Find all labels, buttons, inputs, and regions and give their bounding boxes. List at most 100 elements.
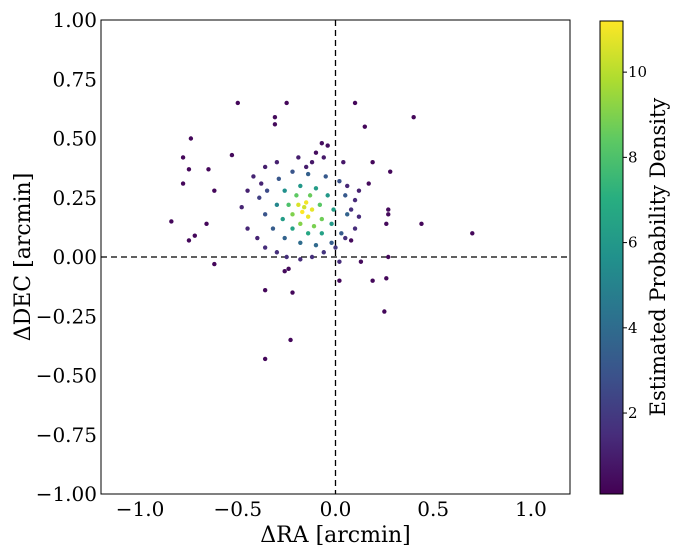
scatter-point bbox=[270, 226, 276, 231]
scatter-point bbox=[337, 278, 342, 283]
scatter-point bbox=[298, 183, 303, 189]
scatter-point bbox=[386, 254, 391, 260]
scatter-point bbox=[274, 250, 280, 255]
x-tick-label: −0.5 bbox=[214, 497, 263, 521]
scatter-point bbox=[192, 233, 197, 238]
scatter-point bbox=[319, 216, 325, 222]
colorbar-ticks: 2 4 6 8 10 bbox=[623, 63, 647, 422]
scatter-point bbox=[262, 356, 268, 362]
scatter-point bbox=[296, 202, 301, 208]
y-tick-label: 0.75 bbox=[52, 67, 97, 91]
y-tick-label: 0.25 bbox=[52, 186, 97, 210]
scatter-point bbox=[309, 207, 315, 212]
scatter-point bbox=[305, 171, 311, 177]
scatter-point bbox=[337, 178, 342, 184]
scatter-point bbox=[262, 245, 268, 250]
scatter-point bbox=[282, 269, 287, 274]
scatter-point bbox=[290, 212, 295, 217]
scatter-point bbox=[384, 276, 389, 281]
scatter-point bbox=[282, 188, 287, 193]
scatter-point bbox=[274, 160, 280, 165]
scatter-point bbox=[284, 100, 289, 106]
scatter-point bbox=[366, 181, 371, 186]
scatter-point bbox=[251, 174, 256, 179]
scatter-point bbox=[298, 257, 303, 262]
scatter-point bbox=[470, 231, 475, 236]
scatter-point bbox=[169, 219, 174, 224]
scatter-point bbox=[212, 188, 217, 193]
scatter-point bbox=[302, 205, 307, 210]
colorbar-tick-label: 6 bbox=[628, 234, 638, 252]
scatter-point bbox=[325, 193, 330, 198]
colorbar bbox=[599, 20, 624, 495]
scatter-point bbox=[386, 212, 391, 217]
scatter-point bbox=[282, 235, 287, 241]
scatter-point bbox=[307, 193, 313, 198]
scatter-point bbox=[298, 240, 303, 245]
scatter-point bbox=[343, 193, 348, 198]
x-tick-label: −1.0 bbox=[116, 497, 165, 521]
scatter-point bbox=[180, 181, 186, 186]
scatter-point bbox=[337, 259, 342, 264]
scatter-point bbox=[333, 245, 338, 250]
scatter-point bbox=[313, 150, 319, 155]
scatter-point bbox=[272, 114, 278, 120]
colorbar-tick-label: 8 bbox=[628, 148, 638, 166]
y-tick-label: −0.25 bbox=[36, 304, 97, 328]
x-tick-label: 0.0 bbox=[320, 497, 352, 521]
scatter-point bbox=[319, 231, 325, 236]
scatter-point bbox=[352, 197, 358, 203]
y-tick-labels: 1.00 0.75 0.50 0.25 0.00 −0.25 −0.50 −0.75 −1.00 bbox=[36, 8, 97, 506]
scatter-point bbox=[319, 141, 325, 146]
scatter-point bbox=[321, 155, 326, 160]
scatter-point bbox=[305, 214, 311, 219]
scatter-point bbox=[257, 195, 262, 200]
x-tick-labels: −1.0 −0.5 0.0 0.5 1.0 bbox=[116, 497, 547, 521]
scatter-point bbox=[305, 231, 311, 236]
scatter-point bbox=[286, 266, 291, 272]
scatter-point bbox=[325, 143, 330, 148]
scatter-point bbox=[303, 164, 309, 170]
scatter-point bbox=[288, 337, 293, 343]
scatter-point bbox=[206, 167, 211, 172]
scatter-point bbox=[356, 214, 362, 219]
colorbar-tick-label: 10 bbox=[628, 63, 647, 81]
scatter-point bbox=[348, 238, 354, 243]
y-tick-label: −1.00 bbox=[36, 482, 97, 506]
scatter-point bbox=[274, 202, 280, 208]
scatter-point bbox=[352, 226, 358, 231]
scatter-point bbox=[339, 231, 344, 236]
scatter-point bbox=[341, 160, 346, 165]
scatter-point bbox=[358, 259, 364, 264]
scatter-point bbox=[259, 181, 264, 186]
scatter-point bbox=[229, 152, 235, 158]
scatter-point bbox=[298, 221, 303, 227]
scatter-point bbox=[343, 235, 348, 241]
scatter-point bbox=[419, 221, 424, 227]
y-tick-label: −0.75 bbox=[36, 423, 97, 447]
colorbar-tick-label: 4 bbox=[628, 319, 638, 337]
scatter-point bbox=[388, 169, 393, 174]
scatter-point bbox=[296, 155, 301, 160]
scatter-point bbox=[262, 164, 268, 170]
scatter-point bbox=[264, 188, 270, 193]
y-tick-label: 0.50 bbox=[52, 127, 97, 151]
scatter-point bbox=[255, 235, 260, 241]
scatter-point bbox=[186, 167, 192, 172]
scatter-point bbox=[331, 207, 336, 212]
scatter-point bbox=[276, 176, 282, 181]
scatter-point bbox=[272, 122, 278, 127]
scatter-point bbox=[317, 202, 323, 208]
scatter-point bbox=[262, 212, 268, 217]
scatter-point bbox=[348, 207, 354, 212]
scatter-point bbox=[245, 188, 250, 193]
scatter-point bbox=[362, 124, 368, 129]
scatter-point bbox=[300, 209, 305, 215]
scatter-point bbox=[313, 242, 319, 248]
scatter-point bbox=[186, 238, 192, 243]
scatter-point bbox=[311, 223, 317, 229]
scatter-point bbox=[212, 261, 217, 267]
scatter-point bbox=[235, 100, 240, 106]
scatter-point bbox=[329, 221, 334, 227]
